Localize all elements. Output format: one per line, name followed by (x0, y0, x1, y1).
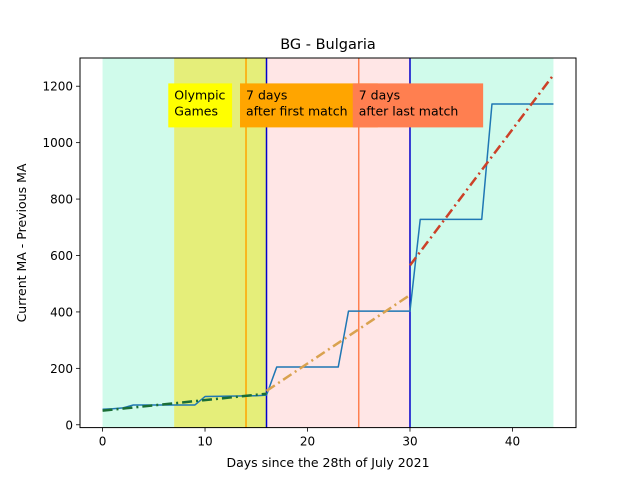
annotation-text-2-0: 7 days (359, 87, 400, 102)
annotation-text-2-1: after last match (359, 103, 459, 118)
x-tick-label: 10 (197, 435, 212, 449)
annotation-box-0 (168, 83, 233, 128)
x-tick-label: 40 (505, 435, 520, 449)
y-tick-label: 1200 (42, 80, 73, 94)
y-axis-label: Current MA - Previous MA (14, 163, 29, 322)
y-tick-label: 1000 (42, 136, 73, 150)
annotation-text-1-0: 7 days (246, 87, 287, 102)
y-tick-label: 800 (50, 193, 73, 207)
chart-title: BG - Bulgaria (280, 37, 376, 53)
y-axis-ticks: 0 200 400 600 800 1000 1200 (42, 80, 80, 432)
x-tick-label: 30 (402, 435, 417, 449)
y-tick-label: 200 (50, 362, 73, 376)
data-series (102, 74, 555, 412)
annotation-text-0-0: Olympic (174, 87, 225, 102)
annotation-text-1-1: after first match (246, 103, 347, 118)
x-tick-label: 0 (99, 435, 107, 449)
series-line-0 (102, 103, 554, 411)
x-axis-label: Days since the 28th of July 2021 (226, 455, 429, 470)
x-axis-ticks: 0 10 20 30 40 (99, 427, 520, 449)
annotation-box-2 (352, 83, 484, 128)
annotation-text-0-1: Games (174, 103, 218, 118)
y-tick-label: 400 (50, 305, 73, 319)
y-tick-label: 0 (65, 418, 73, 432)
series-line-2 (265, 293, 411, 392)
y-tick-label: 600 (50, 249, 73, 263)
plot-frame (79, 57, 577, 429)
series-line-1 (102, 392, 267, 412)
x-tick-label: 20 (300, 435, 315, 449)
